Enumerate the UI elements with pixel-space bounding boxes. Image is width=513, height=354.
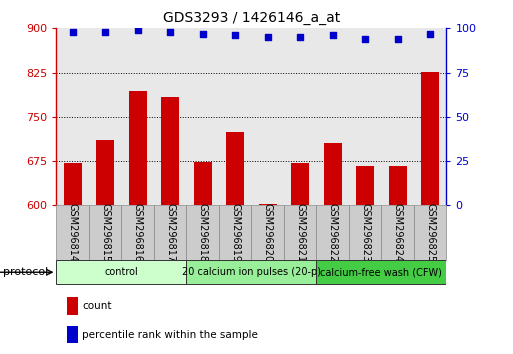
Text: GSM296815: GSM296815 (100, 203, 110, 262)
Point (133, 27, 142, 33)
FancyBboxPatch shape (317, 260, 446, 285)
Text: GSM296822: GSM296822 (328, 203, 338, 262)
Text: GSM296825: GSM296825 (425, 203, 435, 262)
Text: GSM296823: GSM296823 (360, 203, 370, 262)
Point (328, 33, 337, 38)
Text: count: count (82, 301, 112, 311)
Bar (324, 143, 342, 205)
Text: GSM296818: GSM296818 (198, 203, 208, 262)
FancyBboxPatch shape (89, 205, 122, 260)
Bar (64, 164, 82, 205)
Point (264, 34, 272, 40)
Text: GSM296817: GSM296817 (165, 203, 175, 262)
FancyBboxPatch shape (317, 205, 349, 260)
Text: GSM296821: GSM296821 (295, 203, 305, 262)
Title: GDS3293 / 1426146_a_at: GDS3293 / 1426146_a_at (163, 11, 340, 24)
Text: GSM296820: GSM296820 (263, 203, 272, 262)
Point (69, 29, 77, 35)
Point (199, 31, 207, 36)
FancyBboxPatch shape (251, 205, 284, 260)
Point (426, 31, 434, 36)
FancyBboxPatch shape (122, 205, 154, 260)
Point (296, 34, 304, 40)
Bar (389, 166, 406, 205)
Point (166, 29, 174, 35)
Bar (226, 132, 244, 205)
FancyBboxPatch shape (56, 260, 186, 285)
Text: protocol: protocol (3, 267, 48, 277)
FancyBboxPatch shape (349, 205, 381, 260)
Text: calcium-free wash (CFW): calcium-free wash (CFW) (321, 267, 442, 277)
Text: 20 calcium ion pulses (20-p): 20 calcium ion pulses (20-p) (182, 267, 321, 277)
FancyBboxPatch shape (381, 205, 414, 260)
Bar (194, 162, 211, 205)
Bar (356, 166, 374, 205)
FancyBboxPatch shape (414, 205, 446, 260)
FancyBboxPatch shape (186, 205, 219, 260)
FancyBboxPatch shape (56, 205, 89, 260)
Bar (129, 91, 147, 205)
Bar (421, 72, 439, 205)
Bar (259, 204, 277, 205)
Text: GSM296816: GSM296816 (133, 203, 143, 262)
Text: GSM296824: GSM296824 (392, 203, 403, 262)
Point (231, 33, 239, 38)
FancyBboxPatch shape (284, 205, 317, 260)
Point (393, 36, 402, 42)
Text: percentile rank within the sample: percentile rank within the sample (82, 330, 258, 339)
Bar (291, 164, 309, 205)
Point (361, 36, 369, 42)
FancyBboxPatch shape (219, 205, 251, 260)
Bar (96, 141, 114, 205)
Text: GSM296814: GSM296814 (68, 203, 77, 262)
Point (101, 29, 109, 35)
Text: control: control (105, 267, 139, 277)
Text: GSM296819: GSM296819 (230, 203, 240, 262)
Bar (161, 97, 179, 205)
FancyBboxPatch shape (186, 260, 317, 285)
FancyBboxPatch shape (154, 205, 186, 260)
